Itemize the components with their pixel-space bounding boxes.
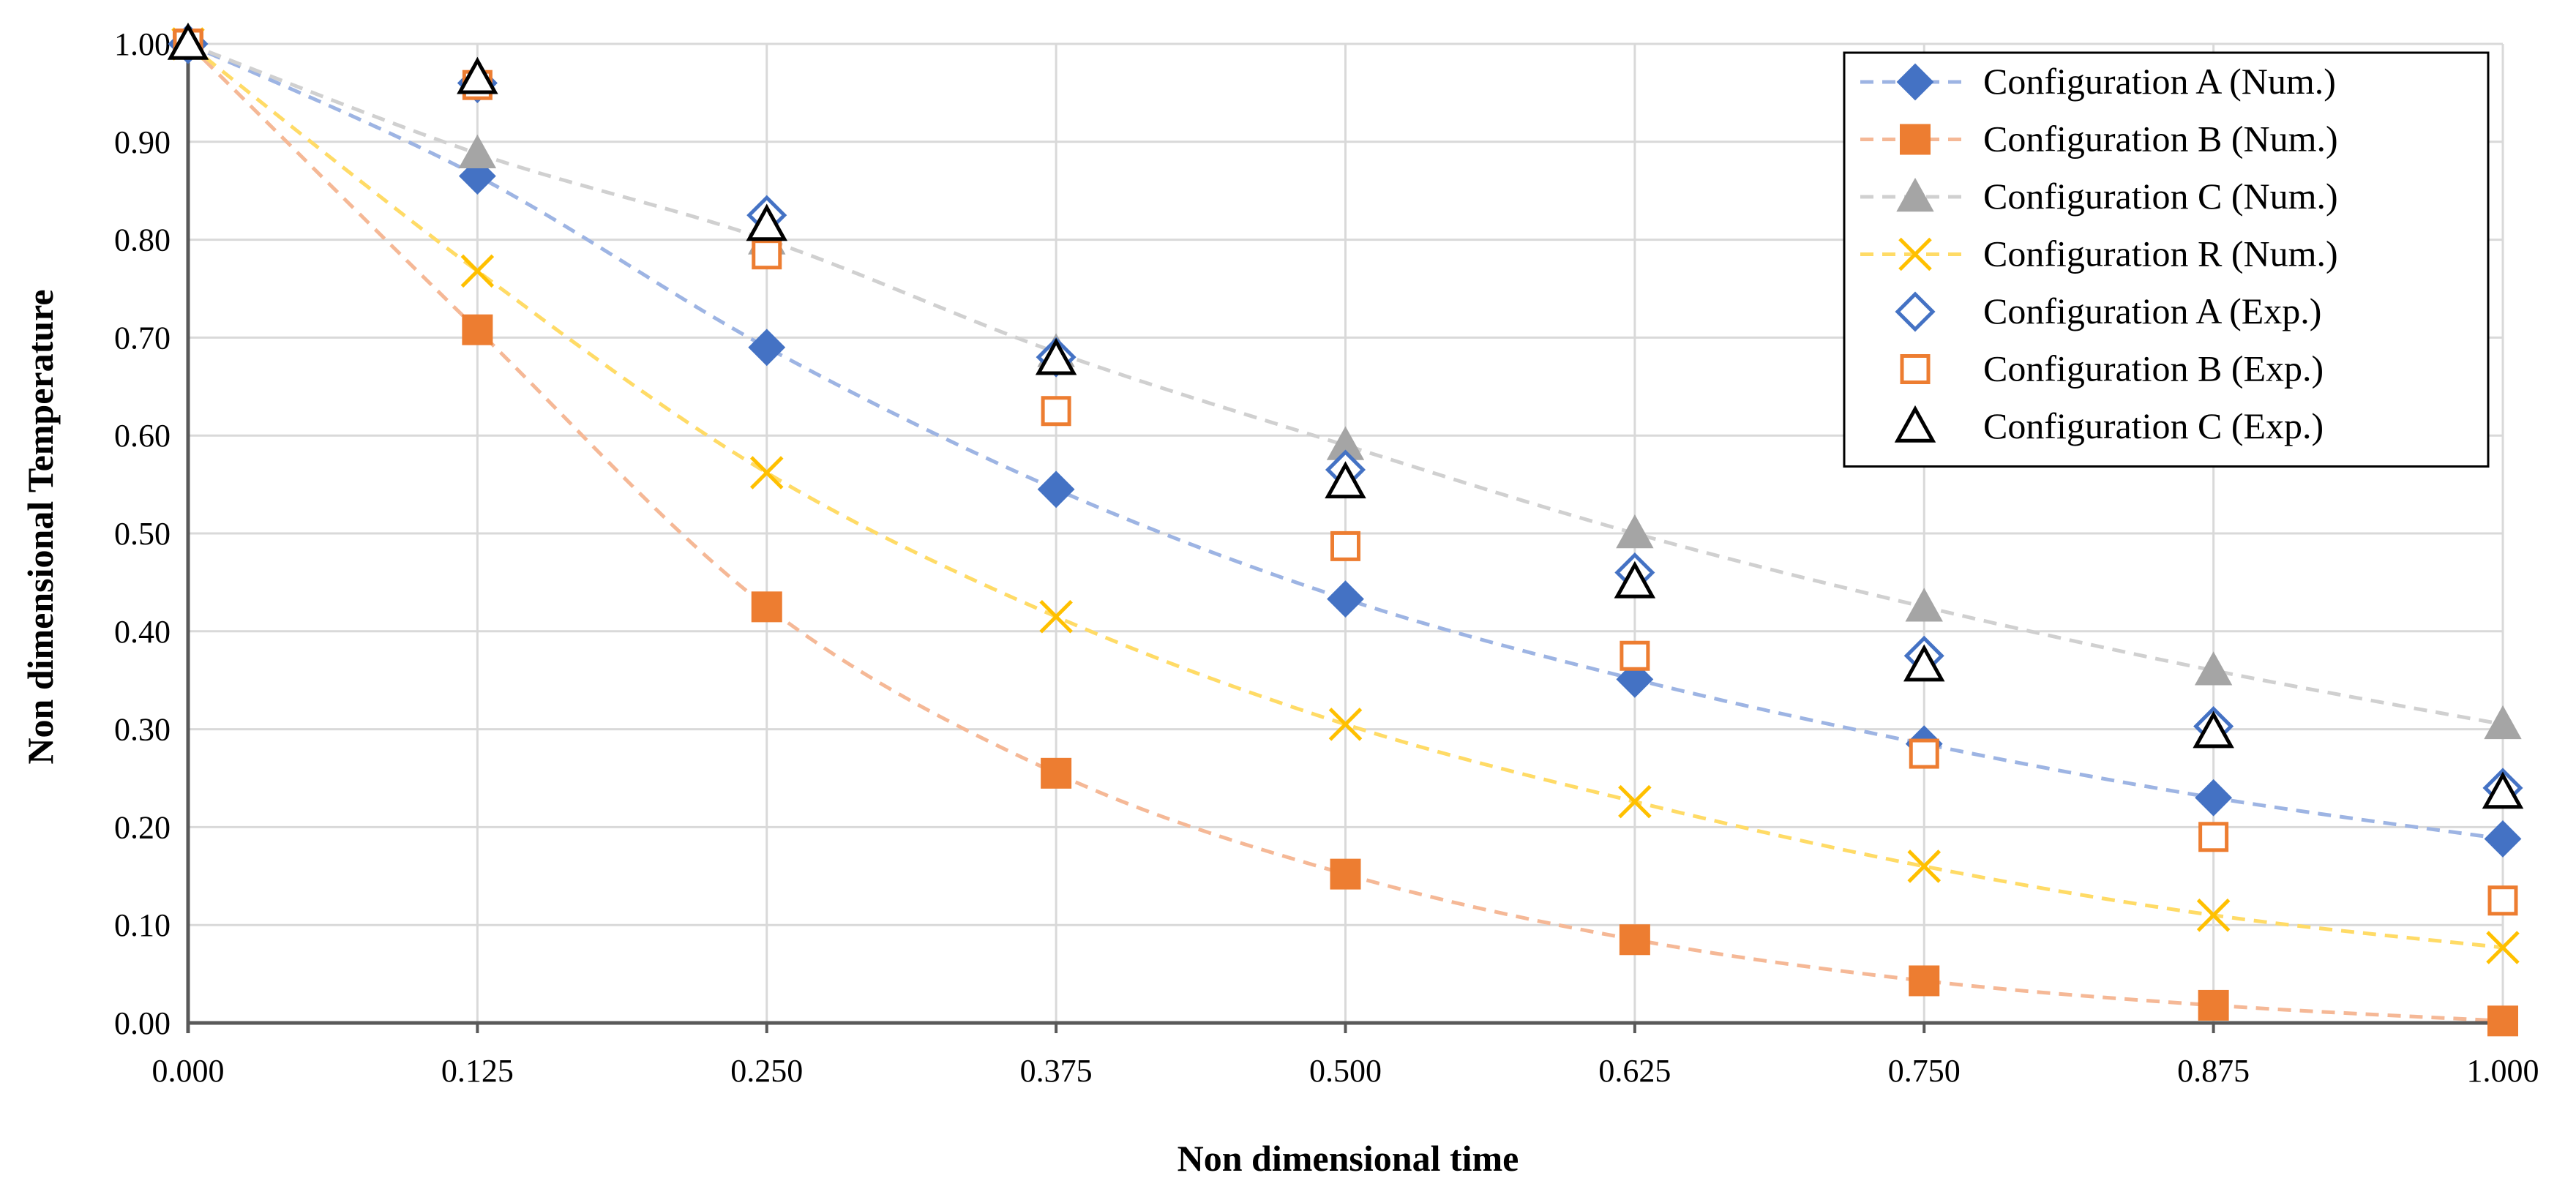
data-point	[2486, 931, 2520, 964]
legend-label: Configuration A (Num.)	[1983, 61, 2336, 102]
data-point	[1903, 644, 1945, 682]
data-point	[1616, 514, 1654, 549]
y-tick-label: 0.60	[114, 418, 171, 454]
series-line-2	[187, 42, 2504, 727]
legend: Configuration A (Num.) Configuration B (N…	[1843, 51, 2490, 468]
data-point	[2198, 989, 2229, 1021]
legend-marker	[1898, 237, 1932, 271]
x-tick-label: 0.125	[441, 1053, 514, 1089]
data-point	[1614, 560, 1656, 599]
legend-label: Configuration R (Num.)	[1983, 233, 2338, 274]
data-point	[1905, 588, 1943, 622]
data-point	[749, 456, 784, 490]
data-point	[2193, 710, 2234, 749]
legend-marker	[1900, 124, 1931, 155]
legend-marker	[1900, 354, 1931, 384]
y-tick-label: 0.80	[114, 222, 171, 258]
legend-item: Configuration R (Num.)	[1860, 233, 2338, 274]
data-point	[2487, 885, 2518, 916]
x-tick-label: 0.000	[152, 1053, 225, 1089]
legend-box	[1843, 51, 2490, 468]
legend-item: Configuration A (Exp.)	[1895, 290, 2321, 332]
x-tick-label: 1.000	[2467, 1053, 2539, 1089]
data-point	[1328, 708, 1363, 741]
data-point	[751, 591, 782, 623]
legend-item: Configuration B (Exp.)	[1900, 348, 2324, 389]
x-tick-label: 0.875	[2177, 1053, 2250, 1089]
data-point	[2484, 820, 2522, 858]
x-tick-label: 0.625	[1598, 1053, 1671, 1089]
data-point	[1035, 337, 1077, 375]
legend-label: Configuration C (Num.)	[1983, 176, 2338, 217]
data-point	[2487, 1005, 2518, 1037]
data-point	[460, 254, 495, 288]
series-line-1	[187, 42, 2504, 1023]
data-markers	[167, 22, 2524, 1037]
data-point	[2484, 705, 2522, 740]
data-point	[752, 239, 782, 270]
data-point	[1039, 599, 1073, 634]
data-point	[1330, 530, 1360, 561]
data-point	[1330, 858, 1361, 890]
legend-item: Configuration A (Num.)	[1860, 61, 2336, 102]
series-5-points	[173, 29, 2518, 916]
data-point	[2482, 771, 2524, 809]
legend-marker	[1894, 405, 1936, 443]
data-point	[2196, 899, 2231, 932]
legend-label: Configuration A (Exp.)	[1983, 290, 2321, 331]
series-6-points	[167, 22, 2524, 809]
y-tick-label: 0.70	[114, 320, 171, 356]
data-point	[2198, 822, 2229, 852]
data-point	[458, 134, 497, 169]
x-axis-title: Non dimensional time	[1177, 1138, 1519, 1179]
data-point	[1041, 396, 1071, 427]
data-point	[1037, 470, 1075, 509]
data-point	[462, 314, 493, 345]
x-tick-label: 0.500	[1309, 1053, 1382, 1089]
x-tick-labels: 0.000 0.125 0.250 0.375 0.500 0.625 0.750 0.875…	[152, 1053, 2539, 1089]
y-tick-label: 0.90	[114, 124, 171, 160]
y-tick-label: 1.00	[114, 26, 171, 62]
legend-label: Configuration B (Num.)	[1983, 119, 2338, 160]
legend-label: Configuration C (Exp.)	[1983, 405, 2324, 446]
y-tick-label: 0.10	[114, 907, 171, 943]
data-point	[746, 203, 787, 241]
data-point	[2194, 651, 2233, 686]
data-point	[1907, 850, 1942, 883]
series-1-points	[173, 29, 2518, 1037]
x-tick-label: 0.750	[1888, 1053, 1961, 1089]
data-point	[748, 329, 786, 367]
data-point	[457, 56, 498, 94]
data-point	[1327, 580, 1364, 618]
data-point	[1909, 738, 1939, 769]
legend-marker	[1895, 291, 1936, 332]
data-point	[1041, 757, 1072, 789]
y-axis-title: Non dimensional Temperature	[20, 289, 61, 764]
data-point	[1620, 640, 1650, 671]
legend-marker	[1896, 177, 1934, 212]
y-tick-labels: 0.00 0.10 0.20 0.30 0.40 0.50 0.60 0.70 0.80 0.90…	[114, 26, 171, 1041]
axes	[186, 41, 2504, 1033]
data-point	[2195, 779, 2233, 817]
legend-label: Configuration B (Exp.)	[1983, 348, 2324, 389]
data-point	[167, 22, 209, 60]
data-point	[1619, 924, 1650, 956]
y-tick-label: 0.00	[114, 1005, 171, 1041]
y-tick-label: 0.20	[114, 809, 171, 845]
data-point	[1618, 784, 1652, 819]
legend-item: Configuration C (Num.)	[1860, 176, 2338, 217]
y-tick-label: 0.50	[114, 516, 171, 552]
legend-marker	[1896, 63, 1934, 101]
legend-item: Configuration C (Exp.)	[1894, 405, 2324, 446]
x-tick-label: 0.250	[730, 1053, 803, 1089]
data-point	[1325, 461, 1366, 499]
data-point	[1909, 965, 1940, 997]
x-tick-label: 0.375	[1020, 1053, 1093, 1089]
y-tick-label: 0.40	[114, 614, 171, 650]
legend-item: Configuration B (Num.)	[1860, 119, 2338, 160]
y-tick-label: 0.30	[114, 712, 171, 748]
